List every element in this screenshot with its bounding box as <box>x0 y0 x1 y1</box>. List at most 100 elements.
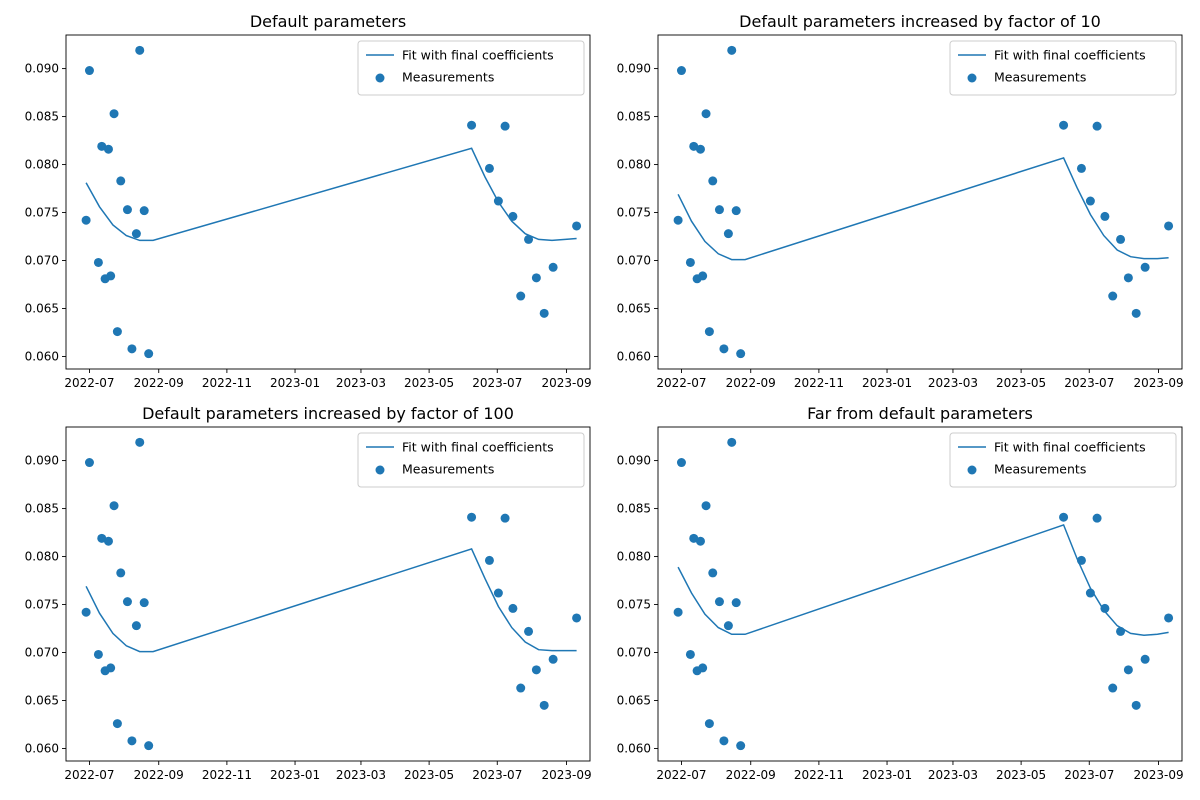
y-tick-label: 0.085 <box>25 110 59 124</box>
y-tick-label: 0.070 <box>25 254 59 268</box>
y-tick-label: 0.085 <box>617 110 651 124</box>
legend-entry-measurements: Measurements <box>402 462 494 477</box>
axes-frame <box>657 426 1183 762</box>
measurement-point <box>572 221 582 231</box>
x-tick-label: 2023-05 <box>996 768 1046 782</box>
measurement-point <box>500 121 510 131</box>
y-tick-label: 0.085 <box>617 502 651 516</box>
measurement-point <box>1085 196 1095 206</box>
axes-frame <box>657 34 1183 370</box>
measurement-point <box>1140 262 1150 272</box>
x-tick-label: 2023-03 <box>928 376 978 390</box>
measurement-point <box>122 205 132 215</box>
y-tick-label: 0.085 <box>25 502 59 516</box>
measurement-point <box>727 437 737 447</box>
measurement-point <box>93 649 103 659</box>
chart-panel-2: Default parameters increased by factor o… <box>617 12 1184 390</box>
measurement-point <box>508 603 518 613</box>
x-tick-label: 2023-07 <box>1064 376 1114 390</box>
y-tick-label: 0.080 <box>617 158 651 172</box>
measurement-point <box>727 45 737 55</box>
x-tick-label: 2022-09 <box>726 768 776 782</box>
x-tick-label: 2023-01 <box>862 376 912 390</box>
measurement-point <box>714 597 724 607</box>
legend-marker-swatch <box>967 465 977 475</box>
measurement-point <box>673 607 683 617</box>
measurement-point <box>731 598 741 608</box>
y-tick-label: 0.075 <box>25 206 59 220</box>
measurement-point <box>131 621 141 631</box>
measurement-point <box>109 501 119 511</box>
measurement-point <box>467 512 477 522</box>
x-tick-label: 2023-05 <box>404 768 454 782</box>
x-tick-label: 2023-09 <box>541 768 591 782</box>
measurement-point <box>1076 163 1086 173</box>
measurement-point <box>122 597 132 607</box>
x-tick-label: 2023-03 <box>928 768 978 782</box>
chart-title: Far from default parameters <box>807 404 1033 423</box>
y-tick-label: 0.060 <box>617 350 651 364</box>
x-tick-label: 2022-07 <box>656 768 706 782</box>
measurement-point <box>84 458 94 468</box>
measurement-point <box>708 176 718 186</box>
legend-box <box>357 40 585 96</box>
legend-entry-fit: Fit with final coefficients <box>994 440 1146 455</box>
measurement-point <box>676 66 686 76</box>
measurement-point <box>731 206 741 216</box>
measurement-point <box>1131 308 1141 318</box>
x-tick-label: 2022-11 <box>202 768 252 782</box>
measurement-point <box>1100 211 1110 221</box>
measurement-point <box>1092 513 1102 523</box>
y-tick-label: 0.060 <box>617 742 651 756</box>
y-tick-label: 0.090 <box>617 62 651 76</box>
measurement-point <box>516 291 526 301</box>
chart-title: Default parameters increased by factor o… <box>739 12 1101 31</box>
measurement-point <box>516 683 526 693</box>
measurement-point <box>144 349 154 359</box>
legend-entry-measurements: Measurements <box>994 70 1086 85</box>
x-tick-label: 2023-05 <box>996 376 1046 390</box>
x-tick-label: 2023-03 <box>336 768 386 782</box>
measurement-point <box>109 109 119 119</box>
measurement-point <box>131 229 141 239</box>
legend-entry-fit: Fit with final coefficients <box>402 440 554 455</box>
measurement-point <box>695 536 705 546</box>
measurement-point <box>106 663 116 673</box>
measurement-point <box>704 719 714 729</box>
legend: Fit with final coefficients Measurements <box>357 432 585 488</box>
measurement-point <box>493 588 503 598</box>
y-tick-label: 0.065 <box>617 302 651 316</box>
x-tick-label: 2022-07 <box>64 768 114 782</box>
measurement-point <box>524 234 534 244</box>
x-tick-label: 2023-01 <box>862 768 912 782</box>
measurement-point <box>701 501 711 511</box>
y-tick-label: 0.080 <box>25 158 59 172</box>
measurement-point <box>81 215 91 225</box>
y-tick-label: 0.070 <box>617 254 651 268</box>
measurement-point <box>531 665 541 675</box>
y-tick-label: 0.065 <box>25 694 59 708</box>
measurement-point <box>1123 665 1133 675</box>
measurement-point <box>676 458 686 468</box>
legend-entry-measurements: Measurements <box>994 462 1086 477</box>
x-tick-label: 2023-09 <box>1133 768 1183 782</box>
measurement-point <box>1131 700 1141 710</box>
measurement-point <box>524 626 534 636</box>
x-tick-label: 2023-01 <box>270 376 320 390</box>
measurement-point <box>135 437 145 447</box>
measurement-point <box>103 536 113 546</box>
measurement-point <box>736 349 746 359</box>
measurement-point <box>127 736 137 746</box>
fit-line <box>677 523 1169 637</box>
measurement-point <box>685 649 695 659</box>
legend: Fit with final coefficients Measurements <box>949 432 1177 488</box>
measurement-point <box>1059 120 1069 130</box>
measurement-point <box>81 607 91 617</box>
measurement-point <box>112 719 122 729</box>
measurement-point <box>539 308 549 318</box>
measurement-point <box>723 229 733 239</box>
y-tick-label: 0.090 <box>617 454 651 468</box>
x-tick-label: 2022-07 <box>656 376 706 390</box>
measurement-point <box>112 327 122 337</box>
